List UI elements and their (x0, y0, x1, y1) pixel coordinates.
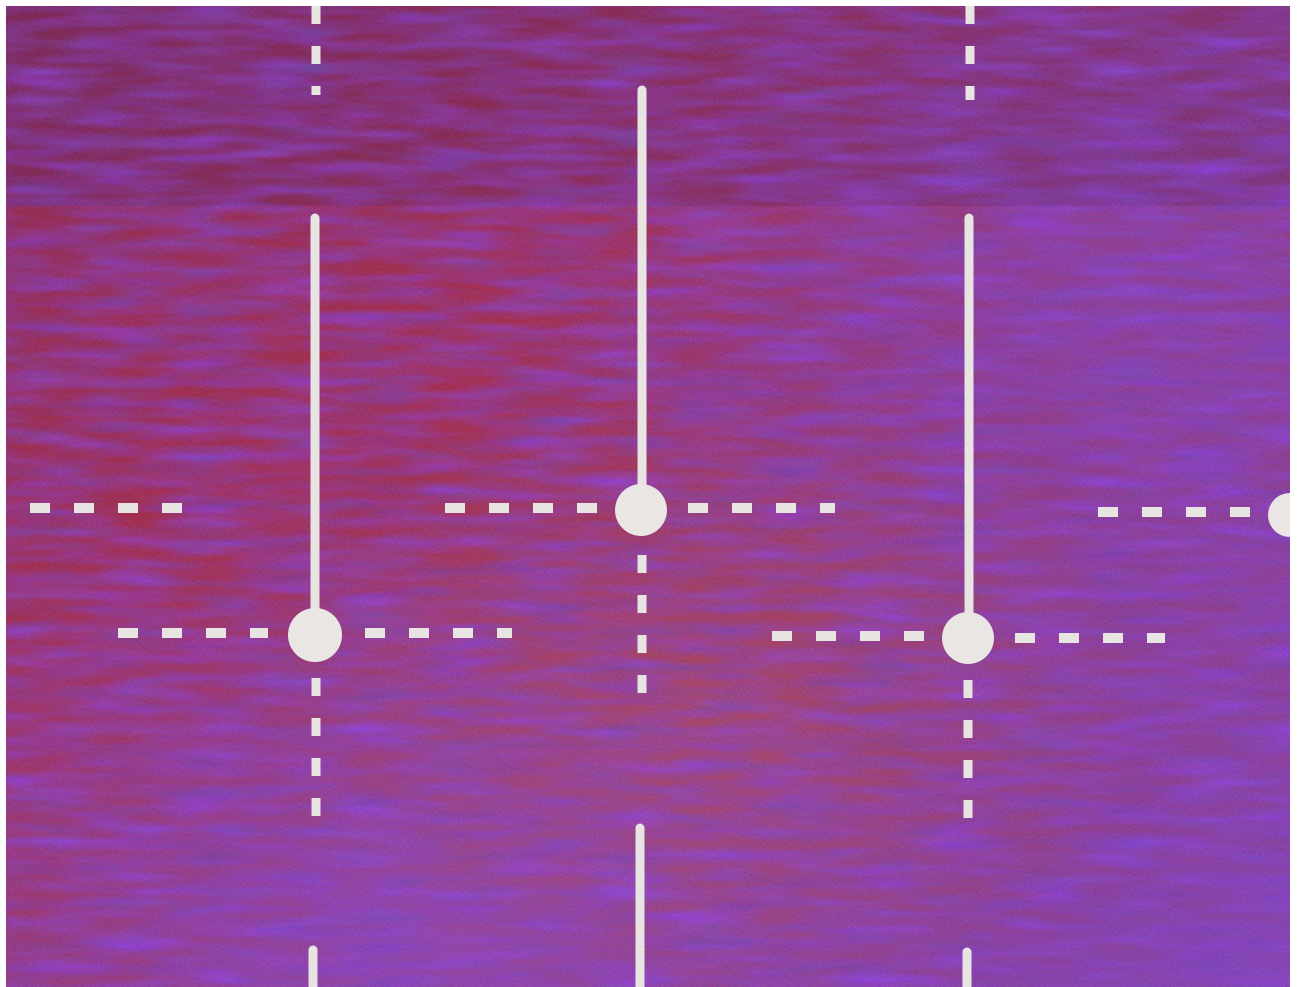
grid-nodes (288, 484, 1290, 664)
round-node (1268, 493, 1290, 537)
round-node (288, 608, 342, 662)
grid-lines (30, 6, 1255, 987)
image-content (6, 6, 1290, 987)
round-node (942, 612, 994, 664)
round-node (615, 484, 667, 536)
